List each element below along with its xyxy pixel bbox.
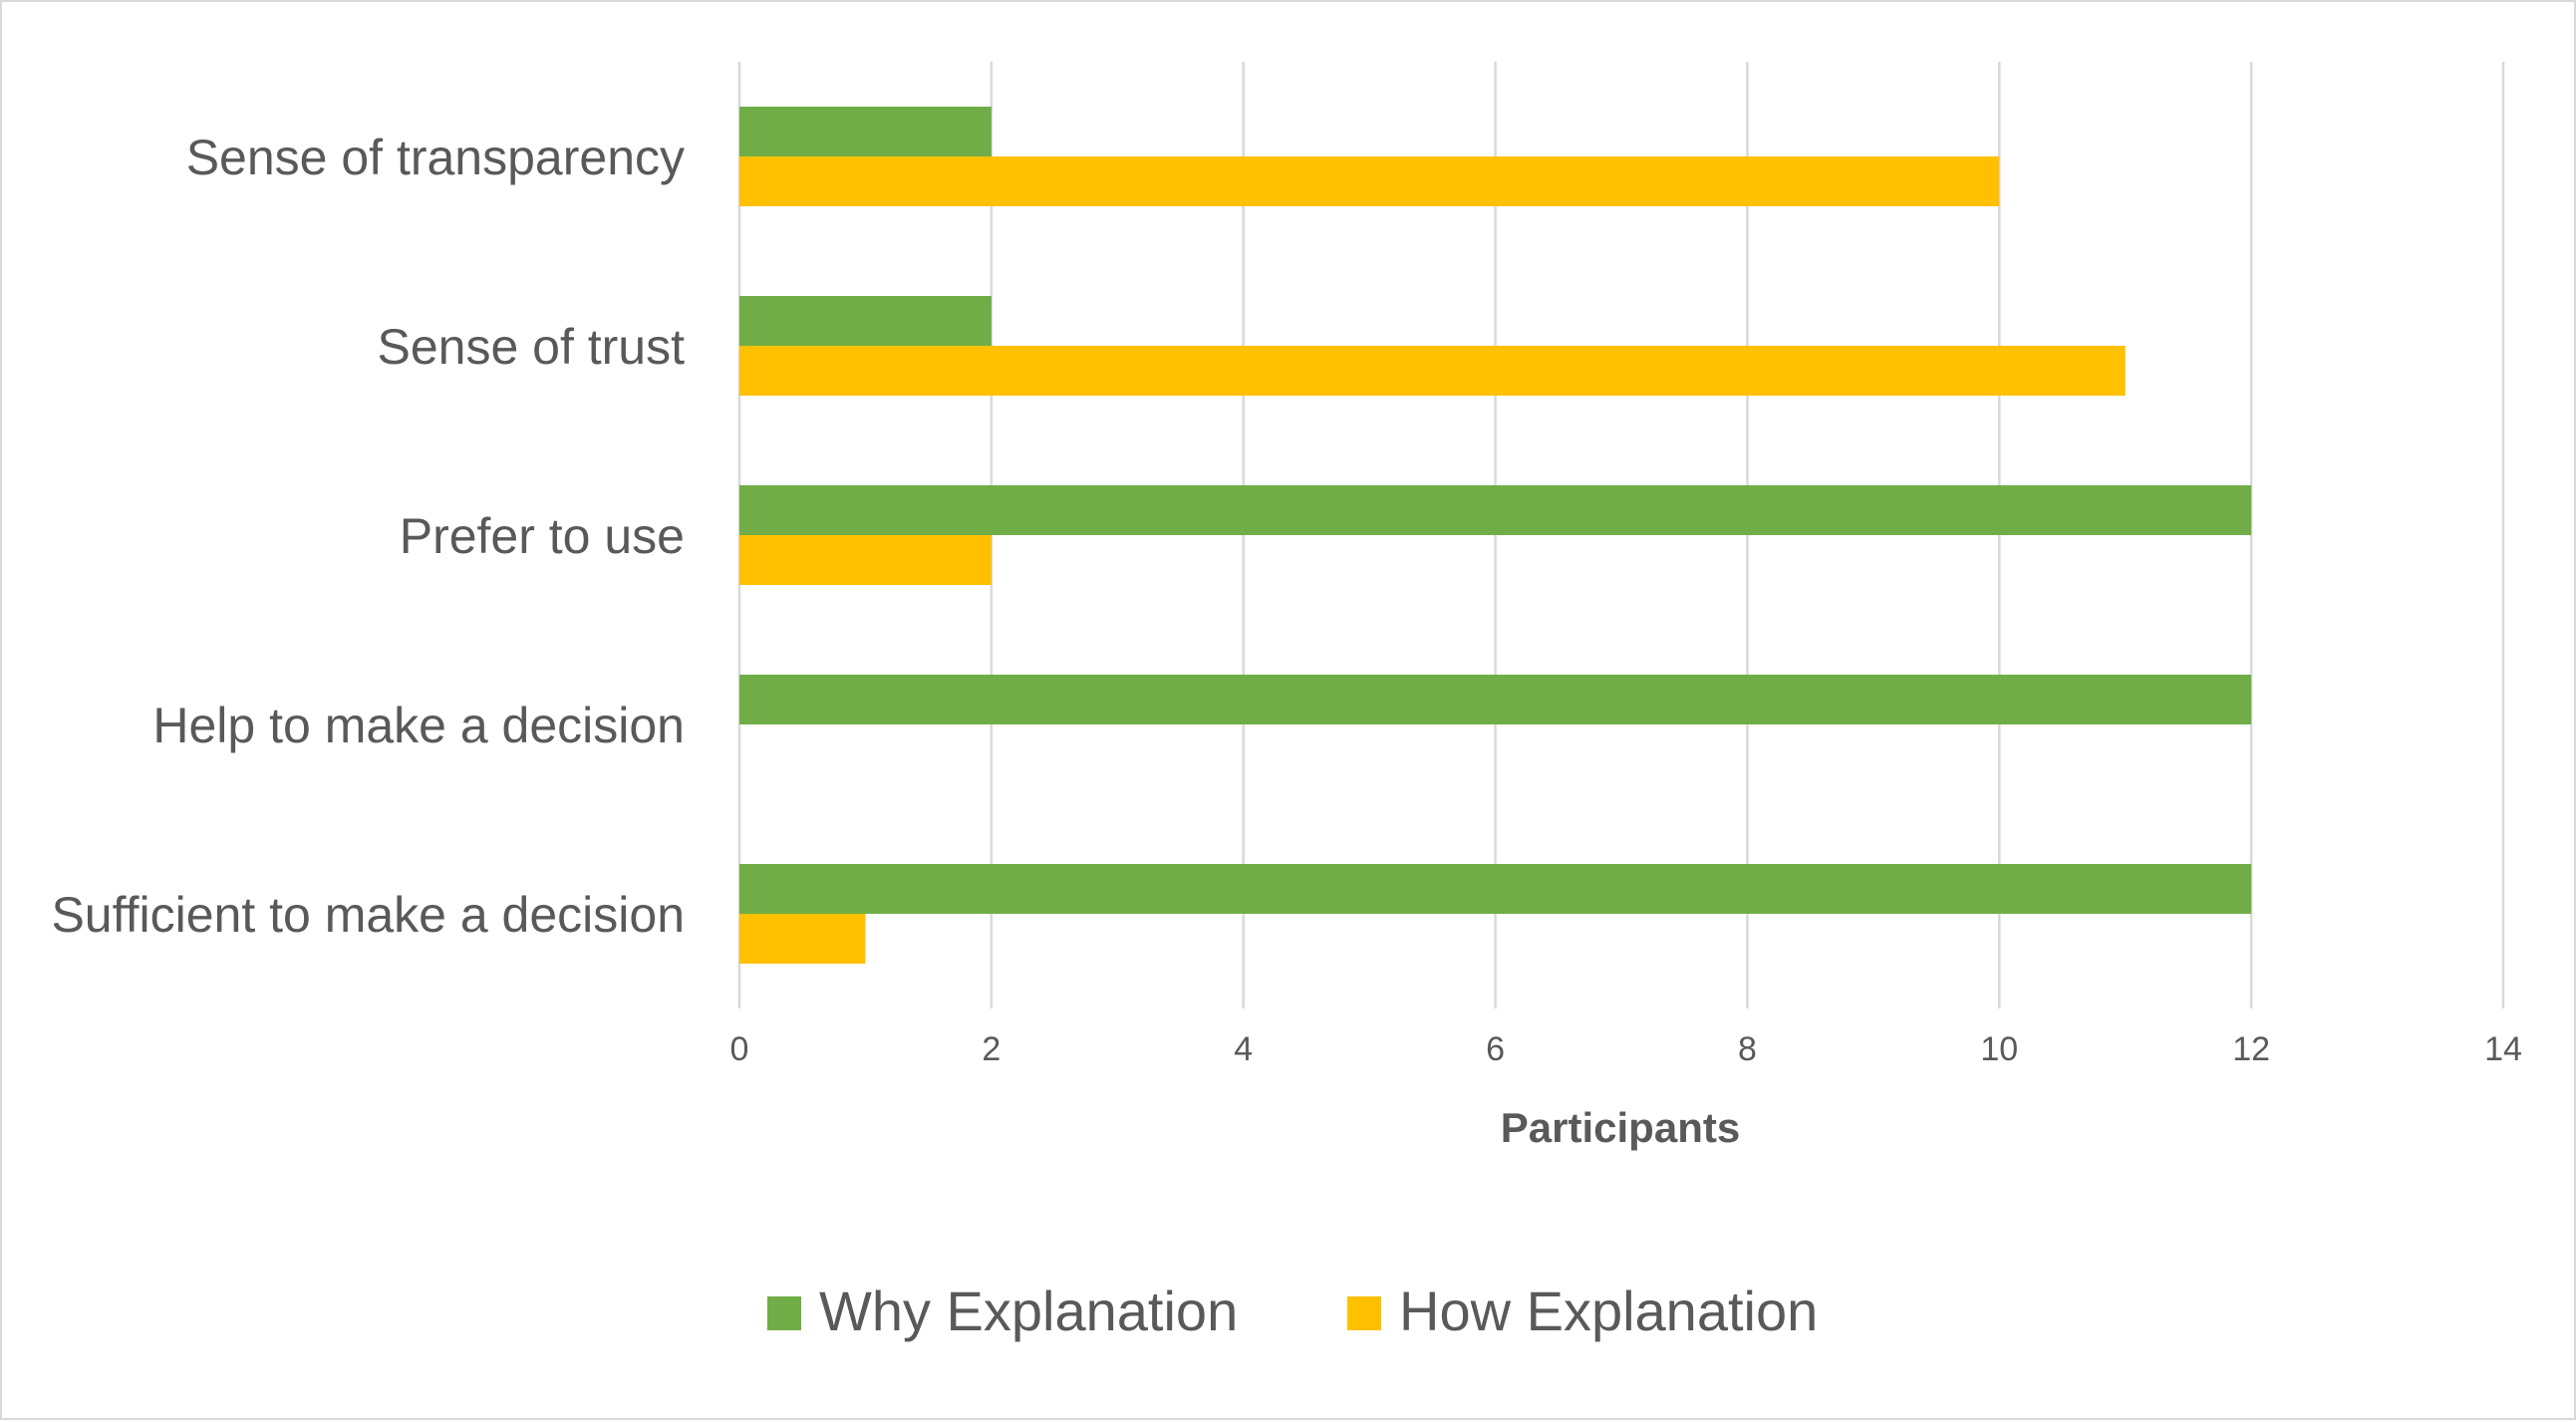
bar-why-explanation [739,864,2252,914]
x-tick-label: 0 [730,1030,749,1068]
category-label: Sufficient to make a decision [51,887,685,943]
x-tick-label: 8 [1738,1030,1757,1068]
bars [739,107,2252,964]
bar-how-explanation [739,535,992,585]
x-tick-label: 4 [1234,1030,1253,1068]
category-labels: Sense of transparency Sense of trust Prefe… [51,130,685,943]
bar-why-explanation [739,107,992,156]
legend-label: Why Explanation [819,1280,1238,1342]
x-axis-title: Participants [1501,1104,1740,1151]
category-label: Sense of transparency [186,130,685,185]
x-tick-label: 12 [2232,1030,2270,1068]
x-tick-label: 6 [1486,1030,1505,1068]
bar-how-explanation [739,156,2000,206]
bar-why-explanation [739,675,2252,724]
legend-label: How Explanation [1399,1280,1818,1342]
legend-swatch [767,1296,801,1330]
bar-why-explanation [739,485,2252,535]
bar-how-explanation [739,914,866,964]
x-tick-label: 14 [2484,1030,2522,1068]
category-label: Prefer to use [400,508,685,564]
x-tick-label: 10 [1980,1030,2018,1068]
bar-how-explanation [739,346,2126,396]
bar-why-explanation [739,296,992,346]
legend: Why Explanation How Explanation [767,1280,1818,1342]
legend-swatch [1347,1296,1381,1330]
x-tick-labels: 0 2 4 6 8 10 12 14 [730,1030,2522,1068]
category-label: Help to make a decision [152,698,685,753]
category-label: Sense of trust [378,319,686,375]
x-tick-label: 2 [982,1030,1001,1068]
